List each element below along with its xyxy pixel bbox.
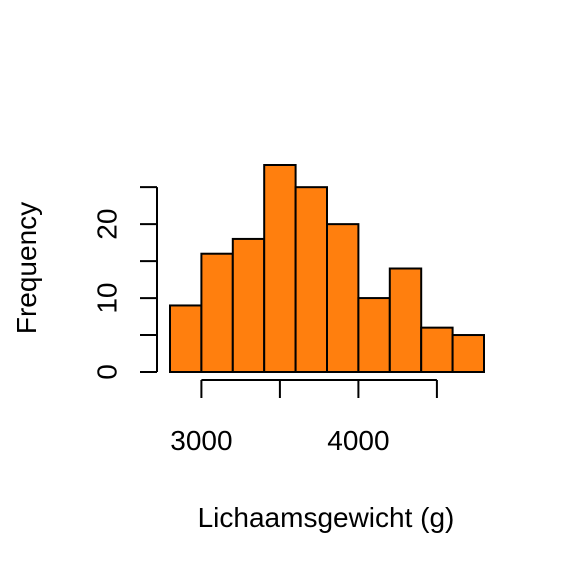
y-tick-label-0: 0	[92, 364, 123, 380]
histogram-bar-8	[388, 267, 423, 373]
x-axis-label: Lichaamsgewicht (g)	[198, 502, 455, 533]
histogram-bar-5	[294, 186, 329, 373]
histogram-bar-10	[451, 334, 486, 373]
histogram-bar-1	[169, 304, 203, 374]
histogram-bar-2	[200, 252, 234, 373]
histogram-bar-9	[420, 326, 454, 373]
histogram-bar-6	[326, 223, 360, 373]
histogram-bars	[169, 164, 486, 374]
histogram-bar-4	[263, 164, 297, 373]
histogram-bar-7	[357, 297, 391, 374]
y-axis: 0 10 20	[92, 186, 158, 380]
x-axis: 3000 4000	[170, 379, 438, 456]
x-tick-label-4000: 4000	[327, 425, 389, 456]
histogram-bar-3	[231, 237, 266, 373]
y-tick-label-20: 20	[92, 209, 123, 240]
y-tick-label-10: 10	[92, 282, 123, 313]
x-tick-label-3000: 3000	[170, 425, 232, 456]
y-axis-label: Frequency	[11, 202, 42, 334]
